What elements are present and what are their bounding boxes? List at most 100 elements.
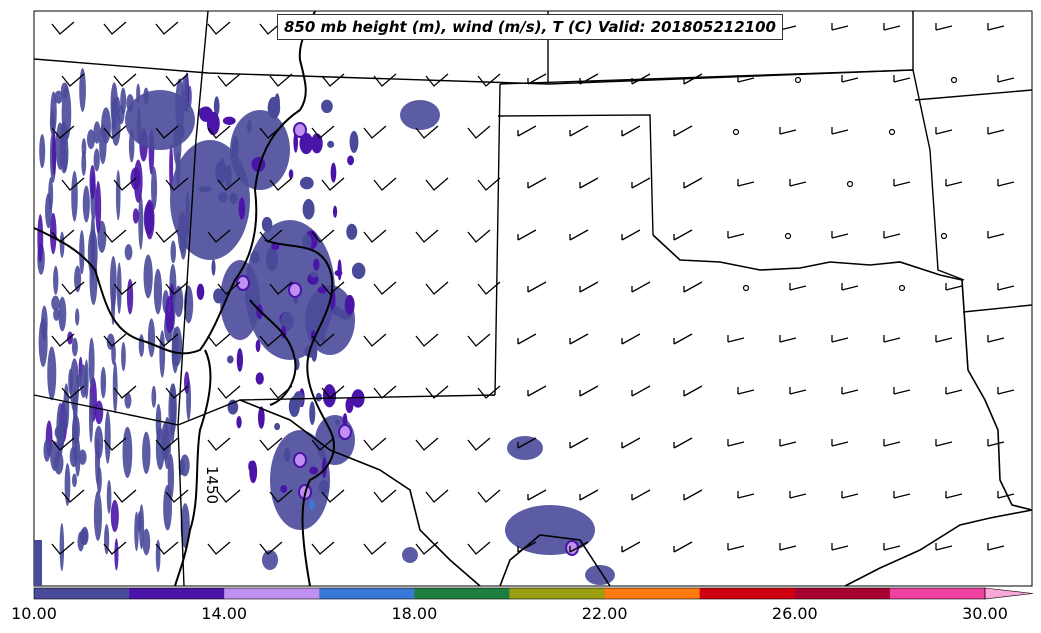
field-cell (236, 348, 243, 372)
field-cell (104, 410, 111, 464)
field-cell (82, 185, 90, 223)
field-cell (142, 528, 151, 556)
field-cell (284, 447, 291, 463)
field-cell (132, 208, 139, 224)
field-cell (320, 331, 326, 343)
wind-barb (997, 283, 1015, 291)
wind-barb (113, 281, 137, 295)
wind-barb (259, 541, 283, 555)
wind-barb (945, 179, 963, 187)
wind-barb (61, 177, 85, 191)
wind-barb (517, 333, 537, 345)
wind-barb (165, 281, 189, 295)
wind-barb (893, 387, 911, 395)
field-cell (261, 216, 273, 233)
wind-barb (987, 127, 1005, 135)
field-cell (206, 111, 220, 136)
field-cell (321, 99, 333, 114)
wind-barb (631, 385, 651, 397)
wind-barb (569, 125, 589, 137)
field-cell (114, 538, 119, 571)
wind-barb (373, 385, 397, 399)
wind-barb (683, 489, 703, 501)
field-cell (109, 255, 117, 310)
wind-barb (165, 385, 189, 399)
field-cell (236, 415, 242, 429)
field-cell (86, 129, 96, 150)
wind-barb (831, 439, 849, 447)
field-cell (68, 368, 73, 395)
wind-barb (621, 437, 641, 449)
wind-barb (621, 333, 641, 345)
wind-barb (415, 437, 439, 451)
field-cell (95, 181, 102, 234)
wind-barb (737, 75, 755, 83)
wind-barb (207, 21, 231, 35)
field-cell (58, 296, 67, 332)
wind-barb (683, 73, 703, 85)
field-cell (174, 285, 184, 318)
wind-barb (517, 437, 537, 449)
wind-barb (217, 177, 241, 191)
field-cell (225, 165, 232, 188)
height-contour-2 (174, 349, 212, 587)
wind-barb (103, 437, 127, 451)
wind-barb (373, 489, 397, 503)
field-cell (213, 288, 224, 304)
wind-barb (113, 385, 137, 399)
wind-barb (569, 333, 589, 345)
wind-barb (311, 437, 335, 451)
wind-barb (311, 229, 335, 243)
wind-barb (673, 125, 693, 137)
field-cell (76, 374, 81, 388)
field-cell (238, 197, 246, 220)
field-cell (151, 385, 157, 408)
field-cell (93, 490, 103, 541)
field-region (585, 565, 615, 585)
field-cell (64, 463, 71, 507)
wind-barb (61, 489, 85, 503)
wind-barb (841, 387, 859, 395)
wind-barb (103, 333, 127, 347)
wind-barb (425, 385, 449, 399)
nm-west-border (177, 10, 209, 426)
field-cell (198, 186, 212, 193)
field-cell (138, 194, 144, 250)
field-cell (257, 406, 265, 429)
field-cell (337, 259, 342, 281)
wind-barb (673, 333, 693, 345)
field-cell (74, 308, 80, 326)
field-region (125, 90, 195, 150)
wind-barb (321, 281, 345, 295)
field-cell (93, 121, 101, 144)
west-border-lines (33, 394, 185, 587)
wind-barb (517, 541, 537, 553)
wind-barb (477, 385, 501, 399)
wind-barb (467, 437, 491, 451)
wind-barb (935, 127, 953, 135)
field-cell (147, 318, 156, 358)
wind-barb (935, 543, 953, 551)
field-cell (41, 305, 48, 342)
wind-barb (883, 439, 901, 447)
field-cell (151, 166, 158, 210)
wind-barb (987, 439, 1005, 447)
calm-wind-marker (950, 76, 958, 84)
calm-wind-marker (742, 284, 750, 292)
wind-barb (207, 333, 231, 347)
wind-barb (259, 229, 283, 243)
field-cell (249, 460, 258, 484)
wind-barb (155, 21, 179, 35)
field-cell (180, 454, 190, 477)
field-cell (124, 392, 132, 409)
wind-barb (831, 127, 849, 135)
wind-barb (61, 281, 85, 295)
field-cell (52, 130, 57, 176)
arkansas-louisiana (914, 89, 1033, 313)
field-cell (121, 341, 126, 372)
field-peak (236, 275, 250, 291)
wind-barb (727, 231, 745, 239)
wind-barb (155, 125, 179, 139)
field-region (220, 260, 260, 340)
field-cell (59, 522, 65, 572)
